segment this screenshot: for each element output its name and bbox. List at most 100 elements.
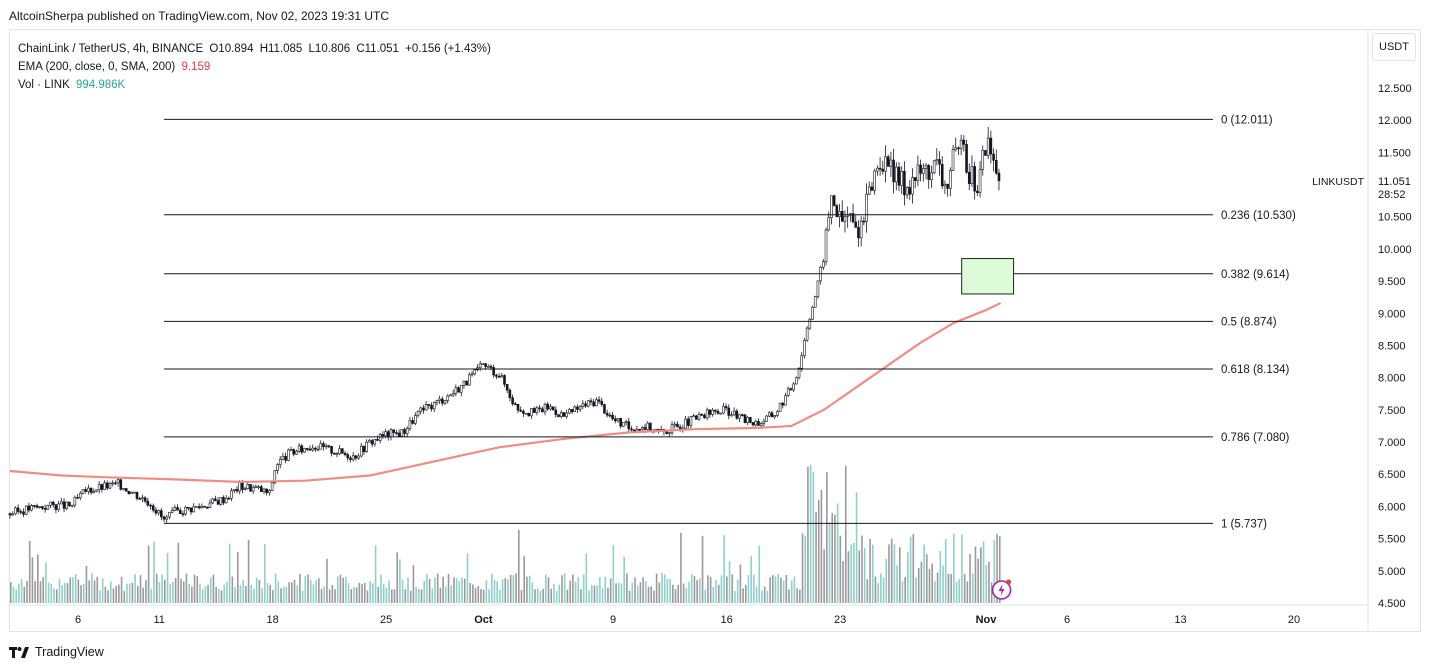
candle-body [49,501,52,506]
candle-body [43,508,47,510]
candle-body [468,374,471,386]
volume-bar [655,573,658,603]
volume-bar [720,575,723,603]
fib-retracement: 0 (12.011) 0.236 (10.530) 0.382 (9.614) 0.5… [164,114,1296,530]
volume-bar [826,472,828,603]
volume-bar [644,581,647,603]
candle-body [473,369,477,375]
candle-body [695,415,698,420]
candle-body [773,415,776,418]
x-tick-label: Oct [474,614,493,626]
candle-body [924,165,928,169]
volume-bar [236,552,239,603]
volume-bars [10,464,1001,603]
volume-bar [504,578,507,603]
volume-bar [807,466,809,603]
candle-body [170,510,174,513]
volume-bar [64,583,66,603]
candle-body [30,505,33,511]
volume-bar [61,585,63,603]
volume-bar [47,582,50,603]
volume-bar [704,589,707,603]
candle-body [195,506,198,508]
volume-bar [947,573,950,603]
volume-bar [634,577,636,603]
candle-body [119,479,123,490]
volume-bar [901,581,904,603]
candle-body [765,415,768,422]
candle-body [157,510,160,514]
candle-body [438,398,441,401]
tradingview-logo-icon [9,646,29,658]
candle-body [238,482,241,492]
volume-bar [909,536,912,603]
volume-bar [39,581,42,603]
candle-body [392,429,395,433]
ema-label[interactable]: EMA (200, close, 0, SMA, 200) [18,61,176,73]
candle-body [835,205,839,218]
currency-button[interactable]: USDT [1372,33,1416,61]
volume-bar [247,539,250,603]
volume-bar [18,583,20,603]
support-zone-box [961,258,1015,295]
volume-bar [336,576,339,603]
volume-bar [228,543,231,603]
candle-body [619,418,622,427]
candle-body [327,445,331,448]
volume-bar [50,583,53,603]
volume-bar [285,587,288,603]
candle-body [730,414,733,417]
volume-bar [545,574,547,603]
candle-body [141,497,144,500]
candle-body [422,407,425,411]
candle-body [911,177,914,195]
volume-bar [134,574,136,603]
candle-body [732,410,736,416]
candle-body [719,412,722,415]
candle-body [919,164,922,174]
candle-body [246,484,250,489]
x-tick-label: 13 [1174,614,1186,626]
candle-body [135,491,139,499]
candle-body [289,449,293,451]
symbol-label[interactable]: ChainLink / TetherUS, 4h, BINANCE [18,43,204,55]
volume-bar [707,575,709,603]
candle-body [640,427,644,430]
volume-bar [890,538,893,603]
footer-brand[interactable]: TradingView [9,645,104,659]
volume-bar [653,590,655,603]
candle-body [565,412,568,417]
candle-body [973,166,976,192]
volume-bar [461,577,463,603]
candle-body [100,484,104,490]
candle-body [486,366,490,368]
candle-body [840,211,844,222]
volume-bar [534,589,536,603]
candle-body [424,404,428,411]
candle-body [92,490,96,493]
volume-bar [631,582,634,603]
candle-body [376,439,379,441]
candle-body [224,497,228,504]
volume-bar [766,590,769,603]
volume-bar [191,586,193,603]
candle-body [957,147,960,150]
x-tick-label: 11 [153,614,164,626]
volume-bar [839,535,842,603]
volume-bar [709,576,712,603]
volume-bar [758,545,761,603]
candle-body [35,505,39,508]
volume-bar [528,575,531,603]
volume-bar [72,577,74,603]
volume-label[interactable]: Vol · LINK [18,79,70,91]
volume-bar [599,577,601,603]
volume-bar [850,544,852,603]
volume-bar [112,588,115,603]
volume-bar [91,573,93,603]
volume-bar [728,561,731,603]
volume-bar [82,583,85,603]
volume-bar [985,565,988,603]
candle-body [60,501,63,505]
volume-bar [774,576,777,603]
